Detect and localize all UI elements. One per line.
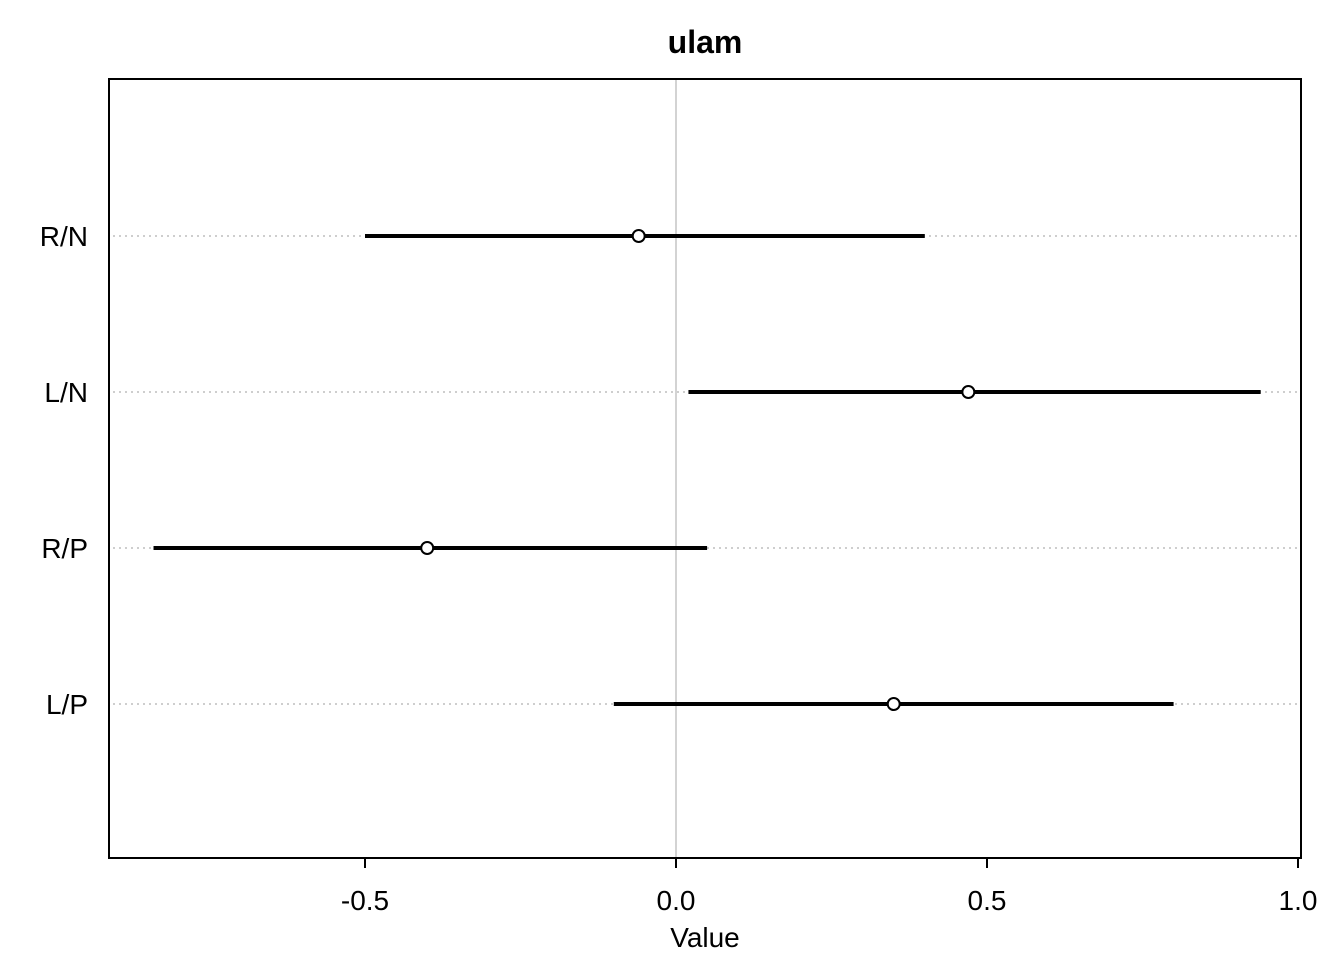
x-tick-label: -0.5 (341, 885, 389, 916)
x-axis-title: Value (670, 922, 740, 953)
y-tick-label: R/P (41, 533, 88, 564)
y-axis: R/N L/N R/P L/P (40, 221, 88, 720)
point-r-n (631, 229, 646, 243)
plot-area (113, 79, 1297, 858)
x-tick-label: 0.0 (657, 885, 696, 916)
plot-frame (108, 78, 1302, 859)
y-tick-label: R/N (40, 221, 88, 252)
x-axis: -0.5 0.0 0.5 1.0 (341, 857, 1318, 916)
x-tick-label: 0.5 (968, 885, 1007, 916)
y-tick-label: L/N (44, 377, 88, 408)
x-tick-label: 1.0 (1279, 885, 1318, 916)
point-l-p (886, 697, 901, 711)
point-l-n (961, 385, 976, 399)
point-r-p (420, 541, 435, 555)
y-tick-label: L/P (46, 689, 88, 720)
chart-title: ulam (668, 24, 743, 60)
